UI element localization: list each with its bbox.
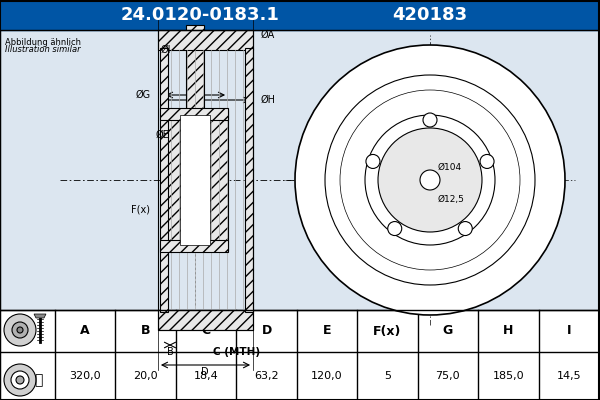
Text: 63,2: 63,2: [254, 371, 279, 381]
Text: ØE: ØE: [155, 130, 169, 140]
Text: 185,0: 185,0: [493, 371, 524, 381]
Bar: [160, 120, 228, 240]
Text: Ate: Ate: [401, 136, 458, 164]
Bar: [0, 30, 599, 310]
Text: ØA: ØA: [261, 30, 275, 40]
Polygon shape: [34, 314, 46, 318]
Bar: [158, 30, 253, 50]
Bar: [163, 110, 228, 250]
Bar: [158, 310, 253, 330]
Circle shape: [4, 314, 36, 346]
Text: H: H: [503, 324, 514, 338]
Circle shape: [325, 75, 535, 285]
Text: Ø12,5: Ø12,5: [438, 195, 465, 204]
Text: B: B: [141, 324, 151, 338]
Circle shape: [16, 376, 24, 384]
Text: ØI: ØI: [161, 45, 171, 55]
Bar: [160, 240, 228, 252]
Circle shape: [480, 154, 494, 168]
Circle shape: [423, 113, 437, 127]
Text: I: I: [566, 324, 571, 338]
Bar: [180, 115, 210, 245]
Text: B: B: [167, 347, 173, 357]
Bar: [0, 30, 600, 310]
Text: Abbildung ähnlich: Abbildung ähnlich: [5, 38, 81, 47]
Text: 420183: 420183: [392, 6, 467, 24]
Bar: [0, 310, 599, 400]
Circle shape: [388, 222, 402, 236]
Text: 320,0: 320,0: [70, 371, 101, 381]
Circle shape: [4, 364, 36, 396]
Bar: [160, 108, 228, 120]
Circle shape: [420, 170, 440, 190]
Bar: [245, 48, 253, 312]
Text: 20,0: 20,0: [133, 371, 158, 381]
Bar: [170, 125, 220, 235]
Bar: [0, 0, 600, 30]
Circle shape: [11, 371, 29, 389]
Text: C: C: [202, 324, 211, 338]
Circle shape: [12, 322, 28, 338]
Text: F(x): F(x): [373, 324, 401, 338]
Text: 14,5: 14,5: [556, 371, 581, 381]
Text: C (MTH): C (MTH): [213, 347, 260, 357]
Text: A: A: [80, 324, 90, 338]
Text: Illustration similar: Illustration similar: [5, 45, 80, 54]
Text: Ø104: Ø104: [438, 163, 462, 172]
Text: 120,0: 120,0: [311, 371, 343, 381]
Bar: [186, 235, 204, 240]
Text: 24.0120-0183.1: 24.0120-0183.1: [121, 6, 280, 24]
Circle shape: [365, 115, 495, 245]
Text: 18,4: 18,4: [194, 371, 218, 381]
Text: ØG: ØG: [136, 90, 151, 100]
Circle shape: [458, 222, 472, 236]
Circle shape: [295, 45, 565, 315]
Text: G: G: [443, 324, 453, 338]
Bar: [186, 25, 204, 125]
Text: 🔧: 🔧: [34, 373, 42, 387]
Text: E: E: [323, 324, 331, 338]
Circle shape: [378, 128, 482, 232]
Text: 75,0: 75,0: [436, 371, 460, 381]
Circle shape: [366, 154, 380, 168]
Bar: [160, 48, 168, 312]
Text: F(x): F(x): [131, 205, 151, 215]
Circle shape: [17, 327, 23, 333]
Text: ØH: ØH: [260, 95, 275, 105]
Text: 5: 5: [384, 371, 391, 381]
Text: D: D: [262, 324, 272, 338]
Bar: [158, 30, 253, 330]
Circle shape: [340, 90, 520, 270]
Text: D: D: [201, 367, 209, 377]
